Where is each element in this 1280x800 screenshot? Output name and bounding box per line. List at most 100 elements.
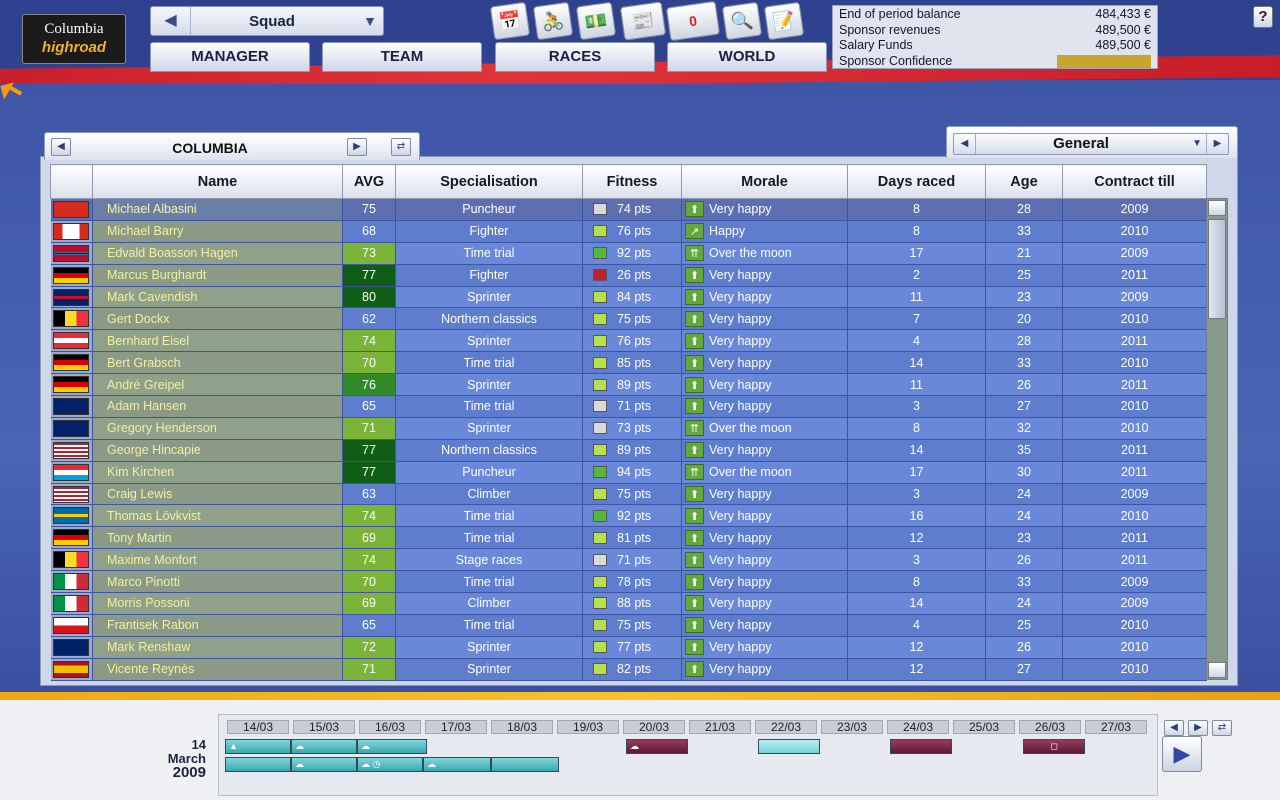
table-row[interactable]: Gregory Henderson 71 Sprinter 73 pts ⇈ Over t… <box>50 417 1207 440</box>
chevron-down-icon[interactable]: ▼ <box>1192 138 1202 149</box>
table-row[interactable]: Michael Barry 68 Fighter 76 pts ↗ Happy 8 33 201… <box>50 220 1207 243</box>
race-event[interactable]: ☁ ◷ <box>357 757 423 772</box>
table-row[interactable]: Bernhard Eisel 74 Sprinter 76 pts ⬆ Very happ… <box>50 329 1207 353</box>
calendar-day-label[interactable]: 19/03 <box>557 720 619 734</box>
squad-prev-icon[interactable]: ◀ <box>151 7 191 35</box>
chevron-down-icon[interactable]: ▼ <box>363 13 377 29</box>
table-row[interactable]: Frantisek Rabon 65 Time trial 75 pts ⬆ Very h… <box>50 614 1207 637</box>
rider-name[interactable]: André Greipel <box>92 373 343 397</box>
table-row[interactable]: Kim Kirchen 77 Puncheur 94 pts ⇈ Over the moo… <box>50 461 1207 484</box>
calendar-day-label[interactable]: 18/03 <box>491 720 553 734</box>
notes-icon[interactable]: 📝 <box>763 1 805 41</box>
rider-name[interactable]: Michael Albasini <box>92 198 343 221</box>
race-event[interactable] <box>758 739 820 754</box>
col-name-header[interactable]: Name <box>92 164 343 199</box>
calendar-day-label[interactable]: 26/03 <box>1019 720 1081 734</box>
table-row[interactable]: Mark Renshaw 72 Sprinter 77 pts ⬆ Very happy 1… <box>50 636 1207 659</box>
rider-name[interactable]: Tony Martin <box>92 526 343 550</box>
table-row[interactable]: Bert Grabsch 70 Time trial 85 pts ⬆ Very happ… <box>50 351 1207 375</box>
calendar-swap-icon[interactable]: ⇄ <box>1212 720 1232 736</box>
calendar-day-label[interactable]: 20/03 <box>623 720 685 734</box>
rider-name[interactable]: Craig Lewis <box>92 483 343 506</box>
table-scrollbar[interactable] <box>1206 198 1228 680</box>
table-row[interactable]: Maxime Monfort 74 Stage races 71 pts ⬆ Very h… <box>50 548 1207 572</box>
nav-races-button[interactable]: RACES <box>495 42 655 72</box>
rider-name[interactable]: Adam Hansen <box>92 395 343 418</box>
col-contract-header[interactable]: Contract till <box>1062 164 1207 199</box>
table-row[interactable]: Michael Albasini 75 Puncheur 74 pts ⬆ Very ha… <box>50 198 1207 221</box>
calendar-day-label[interactable]: 27/03 <box>1085 720 1147 734</box>
help-button[interactable]: ? <box>1253 6 1273 28</box>
col-morale-header[interactable]: Morale <box>681 164 848 199</box>
table-row[interactable]: Thomas Lövkvist 74 Time trial 92 pts ⬆ Very h… <box>50 504 1207 528</box>
calendar-next-icon[interactable]: ▶ <box>1188 720 1208 736</box>
rider-name[interactable]: Kim Kirchen <box>92 461 343 484</box>
scroll-up-button[interactable] <box>1208 200 1226 216</box>
calendar-day-label[interactable]: 25/03 <box>953 720 1015 734</box>
race-event[interactable]: ☁ <box>423 757 491 772</box>
rider-name[interactable]: Frantisek Rabon <box>92 614 343 637</box>
nav-world-button[interactable]: WORLD <box>667 42 827 72</box>
race-event[interactable] <box>491 757 559 772</box>
rider-name[interactable]: Morris Possoni <box>92 592 343 615</box>
team-next-icon[interactable]: ▶ <box>347 138 367 156</box>
col-avg-header[interactable]: AVG <box>342 164 396 199</box>
table-row[interactable]: André Greipel 76 Sprinter 89 pts ⬆ Very happy… <box>50 373 1207 397</box>
rider-name[interactable]: Mark Renshaw <box>92 636 343 659</box>
table-row[interactable]: Tony Martin 69 Time trial 81 pts ⬆ Very happy… <box>50 526 1207 550</box>
rider-name[interactable]: Maxime Monfort <box>92 548 343 572</box>
col-age-header[interactable]: Age <box>985 164 1063 199</box>
search-icon[interactable]: 🔍 <box>721 1 763 41</box>
rider-name[interactable]: Mark Cavendish <box>92 286 343 309</box>
calendar-day-label[interactable]: 17/03 <box>425 720 487 734</box>
scroll-thumb[interactable] <box>1208 219 1226 319</box>
table-row[interactable]: Adam Hansen 65 Time trial 71 pts ⬆ Very happy… <box>50 395 1207 418</box>
nav-manager-button[interactable]: MANAGER <box>150 42 310 72</box>
calendar-prev-icon[interactable]: ◀ <box>1164 720 1184 736</box>
squad-selector[interactable]: ◀ Squad ▼ <box>150 6 384 36</box>
rider-name[interactable]: George Hincapie <box>92 439 343 462</box>
race-event[interactable]: ☁ <box>626 739 688 754</box>
newspaper-icon[interactable]: 📰 <box>619 1 667 41</box>
rider-icon[interactable]: 🚴 <box>532 1 574 41</box>
table-row[interactable]: Morris Possoni 69 Climber 88 pts ⬆ Very happy… <box>50 592 1207 615</box>
race-event[interactable] <box>890 739 952 754</box>
rider-name[interactable]: Gregory Henderson <box>92 417 343 440</box>
table-row[interactable]: Edvald Boasson Hagen 73 Time trial 92 pts ⇈ O… <box>50 242 1207 265</box>
rider-name[interactable]: Marcus Burghardt <box>92 264 343 287</box>
rider-name[interactable]: Marco Pinotti <box>92 570 343 594</box>
view-selector[interactable]: ◀ General ▼ ▶ <box>953 133 1229 155</box>
col-flag-header[interactable] <box>50 164 93 199</box>
race-event[interactable]: ▲ <box>225 739 291 754</box>
view-next-icon[interactable]: ▶ <box>1206 134 1228 154</box>
calendar-icon[interactable]: 📅 <box>489 1 531 41</box>
calendar-day-label[interactable]: 21/03 <box>689 720 751 734</box>
calendar-day-label[interactable]: 22/03 <box>755 720 817 734</box>
rider-name[interactable]: Edvald Boasson Hagen <box>92 242 343 265</box>
race-event[interactable]: ☁ <box>357 739 427 754</box>
rider-name[interactable]: Michael Barry <box>92 220 343 243</box>
race-event[interactable] <box>225 757 291 772</box>
rider-name[interactable]: Thomas Lövkvist <box>92 504 343 528</box>
nav-team-button[interactable]: TEAM <box>322 42 482 72</box>
rider-name[interactable]: Vicente Reynès <box>92 658 343 681</box>
continue-next-button[interactable]: ▶ <box>1162 736 1202 772</box>
rider-name[interactable]: Bernhard Eisel <box>92 329 343 353</box>
team-prev-icon[interactable]: ◀ <box>51 138 71 156</box>
view-prev-icon[interactable]: ◀ <box>954 134 976 154</box>
table-row[interactable]: Marco Pinotti 70 Time trial 78 pts ⬆ Very hap… <box>50 570 1207 594</box>
col-specialisation-header[interactable]: Specialisation <box>395 164 583 199</box>
table-row[interactable]: Craig Lewis 63 Climber 75 pts ⬆ Very happy 3 24… <box>50 483 1207 506</box>
money-icon[interactable]: 💵 <box>575 1 617 41</box>
table-row[interactable]: Marcus Burghardt 77 Fighter 26 pts ⬆ Very hap… <box>50 264 1207 287</box>
rider-name[interactable]: Gert Dockx <box>92 307 343 331</box>
table-row[interactable]: Vicente Reynès 71 Sprinter 82 pts ⬆ Very happ… <box>50 658 1207 681</box>
calendar-day-label[interactable]: 15/03 <box>293 720 355 734</box>
calendar-day-label[interactable]: 16/03 <box>359 720 421 734</box>
team-swap-icon[interactable]: ⇄ <box>391 138 411 156</box>
calendar-day-label[interactable]: 14/03 <box>227 720 289 734</box>
race-event[interactable]: ☁ <box>291 739 357 754</box>
table-row[interactable]: George Hincapie 77 Northern classics 89 pts… <box>50 439 1207 462</box>
rider-name[interactable]: Bert Grabsch <box>92 351 343 375</box>
race-event[interactable]: ☁ <box>291 757 357 772</box>
